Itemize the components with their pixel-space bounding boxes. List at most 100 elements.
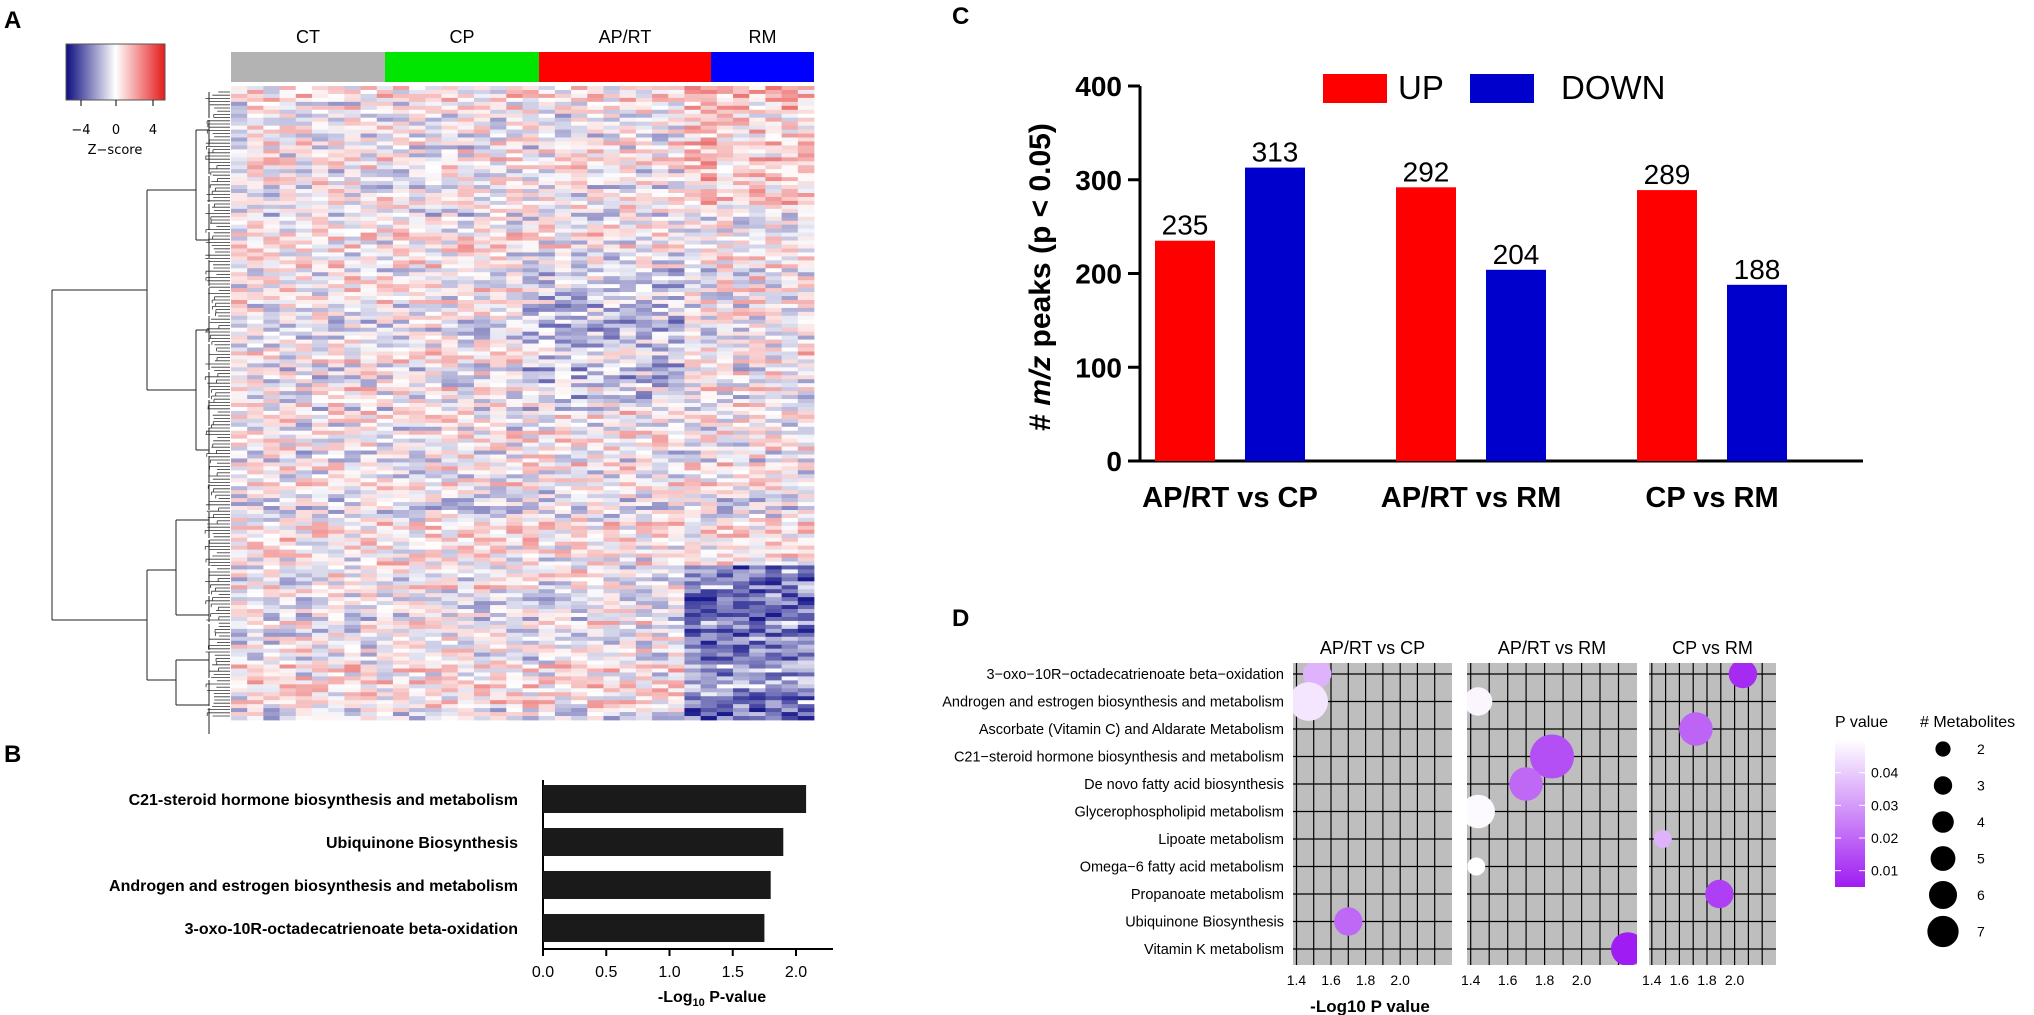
heatmap-cell: [231, 355, 248, 360]
heatmap-cell: [619, 474, 637, 479]
heatmap-cell: [231, 482, 248, 487]
heatmap-cell: [279, 537, 297, 543]
heatmap-cell: [409, 347, 426, 352]
heatmap-cell: [425, 462, 442, 467]
heatmap-cell: [538, 363, 556, 368]
heatmap-cell: [749, 557, 766, 562]
heatmap-cell: [652, 276, 669, 281]
heatmap-cell: [781, 212, 799, 218]
heatmap-cell: [571, 93, 588, 99]
heatmap-cell: [619, 93, 637, 99]
heatmap-cell: [765, 494, 783, 499]
heatmap-cell: [603, 133, 621, 138]
heatmap-cell: [619, 248, 637, 253]
heatmap-cell: [619, 521, 637, 527]
heatmap-cell: [554, 513, 572, 519]
heatmap-cell: [263, 521, 280, 527]
heatmap-cell: [311, 264, 329, 269]
heatmap-cell: [376, 565, 394, 570]
heatmap-cell: [506, 177, 523, 182]
heatmap-cell: [231, 609, 248, 614]
heatmap-cell: [360, 513, 378, 519]
heatmap-cell: [684, 383, 702, 388]
heatmap-cell: [716, 450, 734, 455]
heatmap-cell: [619, 442, 637, 447]
heatmap-cell: [587, 482, 604, 487]
heatmap-cell: [409, 609, 426, 614]
heatmap-cell: [473, 545, 491, 551]
heatmap-cell: [247, 620, 264, 626]
heatmap-cell: [668, 228, 685, 234]
heatmap-cell: [457, 331, 475, 337]
heatmap-cell: [392, 141, 410, 146]
heatmap-cell: [603, 541, 621, 547]
heatmap-cell: [781, 609, 799, 614]
heatmap-cell: [231, 169, 248, 174]
heatmap-cell: [441, 307, 459, 313]
heatmap-cell: [263, 624, 280, 630]
heatmap-cell: [425, 299, 442, 305]
heatmap-cell: [441, 553, 459, 558]
heatmap-cell: [344, 446, 361, 451]
heatmap-cell: [279, 339, 297, 344]
heatmap-cell: [279, 494, 297, 499]
heatmap-cell: [733, 391, 750, 396]
heatmap-cell: [360, 387, 378, 392]
heatmap-cell: [619, 335, 637, 340]
heatmap-cell: [328, 232, 345, 237]
heatmap-cell: [619, 403, 637, 408]
heatmap-cell: [522, 597, 540, 602]
heatmap-cell: [765, 216, 783, 222]
heatmap-cell: [457, 252, 475, 257]
heatmap-cell: [522, 628, 540, 634]
heatmap-cell: [425, 613, 442, 618]
heatmap-cell: [360, 272, 378, 277]
heatmap-cell: [473, 272, 491, 277]
heatmap-cell: [700, 319, 718, 325]
heatmap-cell: [603, 589, 621, 594]
heatmap-cell: [635, 577, 653, 582]
heatmap-cell: [603, 474, 621, 479]
heatmap-cell: [311, 236, 329, 241]
heatmap-cell: [392, 292, 410, 297]
heatmap-cell: [749, 268, 766, 273]
heatmap-cell: [668, 573, 685, 578]
heatmap-cell: [328, 268, 345, 273]
heatmap-cell: [635, 628, 653, 634]
heatmap-cell: [538, 165, 556, 170]
heatmap-cell: [619, 569, 637, 574]
heatmap-cell: [571, 371, 588, 376]
heatmap-cell: [457, 244, 475, 249]
heatmap-cell: [765, 303, 783, 309]
heatmap-cell: [311, 553, 329, 558]
heatmap-cell: [733, 137, 750, 142]
heatmap-cell: [652, 117, 669, 123]
heatmap-cell: [328, 133, 345, 138]
heatmap-cell: [571, 581, 588, 586]
heatmap-cell: [506, 161, 523, 166]
heatmap-cell: [749, 597, 766, 602]
heatmap-cell: [311, 379, 329, 384]
heatmap-cell: [311, 319, 329, 325]
heatmap-cell: [522, 395, 540, 400]
heatmap-cell: [360, 426, 378, 432]
heatmap-cell: [328, 418, 345, 424]
heatmap-cell: [490, 272, 507, 277]
heatmap-cell: [311, 597, 329, 602]
heatmap-cell: [797, 93, 815, 99]
heatmap-cell: [749, 252, 766, 257]
heatmap-cell: [797, 410, 815, 416]
heatmap-cell: [684, 177, 702, 182]
heatmap-cell: [619, 185, 637, 190]
heatmap-cell: [781, 145, 799, 150]
heatmap-cell: [392, 601, 410, 606]
heatmap-cell: [619, 355, 637, 360]
heatmap-cell: [603, 121, 621, 127]
heatmap-cell: [635, 311, 653, 317]
heatmap-cells: [231, 86, 815, 721]
heatmap-cell: [490, 589, 507, 594]
heatmap-cell: [733, 557, 750, 562]
heatmap-cell: [425, 141, 442, 146]
heatmap-cell: [668, 299, 685, 305]
heatmap-cell: [473, 220, 491, 226]
